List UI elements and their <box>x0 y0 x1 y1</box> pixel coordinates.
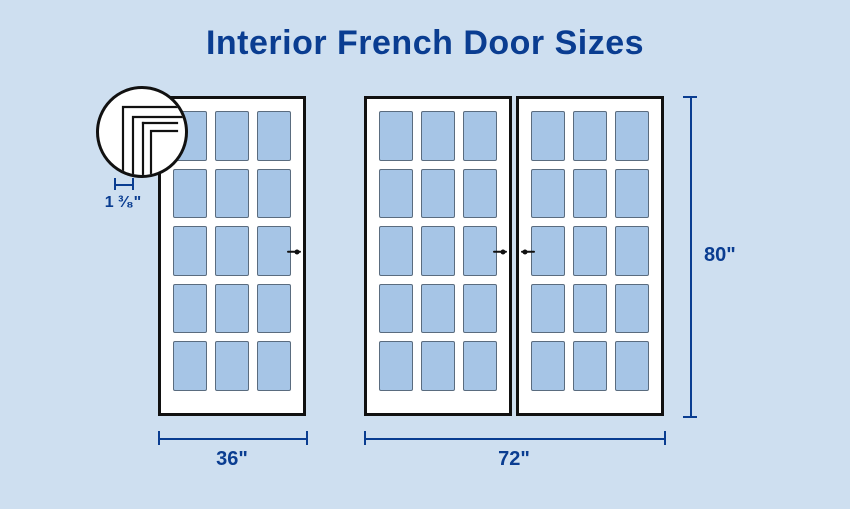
glass-pane <box>615 284 649 334</box>
single-door-grid <box>173 111 291 391</box>
double-door-right-grid <box>531 111 649 391</box>
glass-pane <box>463 341 497 391</box>
glass-pane <box>173 226 207 276</box>
glass-pane <box>173 169 207 219</box>
glass-pane <box>379 284 413 334</box>
double-door-left-frame <box>364 96 512 416</box>
glass-pane <box>573 226 607 276</box>
glass-pane <box>463 284 497 334</box>
double-door-left-handle <box>491 240 515 264</box>
dimension-single-width-label: 36" <box>158 448 306 471</box>
double-door-right-handle <box>513 240 537 264</box>
glass-pane <box>379 341 413 391</box>
dimension-thickness-label: 1 ³⁄₈" <box>94 194 152 212</box>
glass-pane <box>421 284 455 334</box>
glass-pane <box>573 341 607 391</box>
glass-pane <box>421 226 455 276</box>
glass-pane <box>257 169 291 219</box>
glass-pane <box>531 111 565 161</box>
glass-pane <box>257 341 291 391</box>
glass-pane <box>215 226 249 276</box>
double-door-right-frame <box>516 96 664 416</box>
glass-pane <box>379 226 413 276</box>
glass-pane <box>573 169 607 219</box>
glass-pane <box>615 226 649 276</box>
glass-pane <box>215 341 249 391</box>
glass-pane <box>257 111 291 161</box>
glass-pane <box>379 111 413 161</box>
glass-pane <box>379 169 413 219</box>
diagram-canvas: Interior French Door Sizes 36" <box>0 0 850 509</box>
double-door-left-grid <box>379 111 497 391</box>
glass-pane <box>531 169 565 219</box>
double-door-area <box>364 96 664 416</box>
single-door-handle <box>285 240 309 264</box>
glass-pane <box>421 169 455 219</box>
glass-pane <box>215 169 249 219</box>
glass-pane <box>615 341 649 391</box>
glass-pane <box>463 169 497 219</box>
dimension-double-width-label: 72" <box>364 448 664 471</box>
glass-pane <box>257 284 291 334</box>
glass-pane <box>421 341 455 391</box>
dimension-height-label: 80" <box>704 244 736 267</box>
glass-pane <box>421 111 455 161</box>
glass-pane <box>215 284 249 334</box>
glass-pane <box>173 284 207 334</box>
glass-pane <box>615 169 649 219</box>
glass-pane <box>531 341 565 391</box>
glass-pane <box>531 284 565 334</box>
glass-pane <box>173 341 207 391</box>
glass-pane <box>463 111 497 161</box>
thickness-detail-circle <box>96 86 188 178</box>
glass-pane <box>573 111 607 161</box>
page-title: Interior French Door Sizes <box>0 24 850 63</box>
glass-pane <box>573 284 607 334</box>
glass-pane <box>215 111 249 161</box>
glass-pane <box>615 111 649 161</box>
